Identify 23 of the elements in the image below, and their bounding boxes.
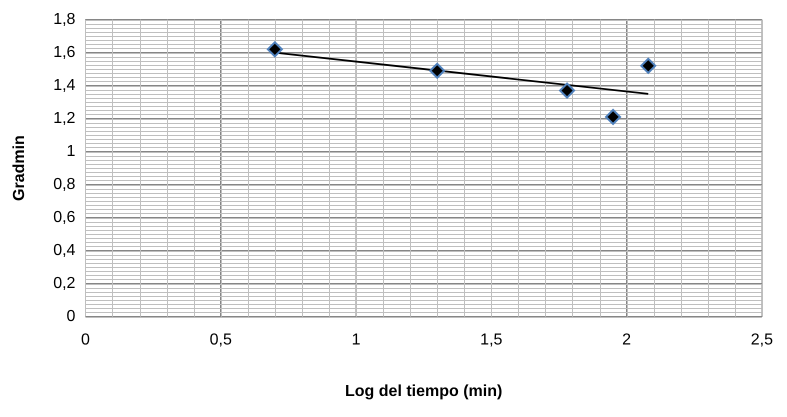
x-axis-title: Log del tiempo (min): [344, 382, 502, 400]
point: [640, 58, 656, 74]
y-tick-label: 1: [66, 143, 76, 160]
point: [605, 108, 622, 125]
y-tick-label: 1,8: [53, 11, 76, 28]
y-tick-label: 1,2: [53, 110, 76, 128]
x-tick-label: 2,5: [750, 332, 774, 349]
x-tick-label: 0: [80, 332, 90, 349]
x-tick-label: 2: [622, 332, 632, 349]
point: [266, 41, 283, 58]
y-tick-label: 1,6: [53, 44, 76, 62]
x-tick-label: 1,5: [480, 332, 503, 349]
x-tick-label: 1: [352, 332, 361, 349]
y-tick-label: 0,2: [53, 275, 76, 292]
point: [559, 82, 576, 99]
y-tick-label: 0,6: [53, 209, 76, 226]
x-tick-label: 0,5: [210, 332, 232, 349]
y-axis-title: Gradmin: [11, 135, 28, 201]
point: [429, 62, 446, 79]
y-tick-label: 1,4: [53, 77, 76, 94]
y-tick-label: 0: [66, 308, 76, 326]
y-tick-label: 0,8: [53, 176, 76, 194]
y-tick-label: 0,4: [53, 242, 76, 260]
